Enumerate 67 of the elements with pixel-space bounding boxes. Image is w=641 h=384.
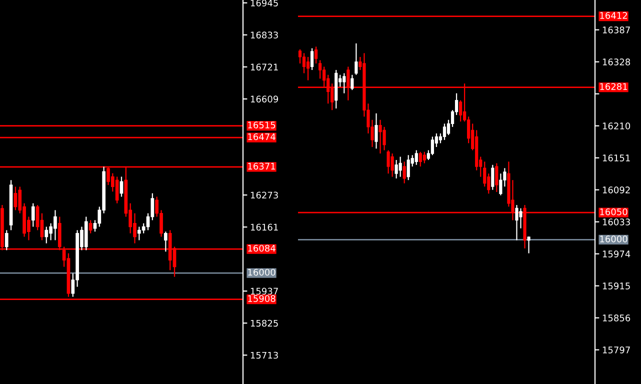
ref-line-label: 16515 <box>248 122 276 128</box>
y-tick-label: 16161 <box>250 224 278 231</box>
ref-line-label: 16000 <box>248 268 276 276</box>
candlestick <box>14 186 18 211</box>
y-tick-label: 15915 <box>602 282 630 290</box>
ref-line-label: 15908 <box>248 295 276 302</box>
y-tick-label: 15797 <box>602 346 630 354</box>
ref-line-label: 16371 <box>248 162 276 170</box>
candlestick <box>314 46 318 64</box>
ref-line-label: 16000 <box>600 236 628 242</box>
candlestick <box>350 74 354 91</box>
y-tick-label: 15825 <box>250 320 278 327</box>
candlestick <box>306 56 310 81</box>
candlestick <box>491 164 494 190</box>
y-tick-label: 16092 <box>602 186 630 194</box>
y-tick-label: 16033 <box>602 218 630 226</box>
candlestick <box>120 176 124 198</box>
candlestick <box>458 100 462 122</box>
y-tick-label: 15856 <box>602 314 630 322</box>
candlestick <box>342 72 346 94</box>
candlestick <box>378 119 382 154</box>
candlestick <box>418 151 422 168</box>
candlestick <box>88 220 92 234</box>
candlestick <box>430 136 434 156</box>
candlestick <box>310 48 314 71</box>
candlestick <box>44 226 48 244</box>
y-tick-label: 15937 <box>250 288 278 295</box>
candlestick <box>354 42 358 76</box>
y-tick-label: 16273 <box>250 192 278 199</box>
y-tick-label: 16151 <box>602 154 630 162</box>
candlestick <box>164 231 168 252</box>
candlestick <box>442 123 446 140</box>
candlestick <box>390 152 394 178</box>
y-tick-label: 15974 <box>602 250 630 258</box>
candlestick <box>4 230 8 251</box>
candlestick <box>318 60 322 80</box>
candlestick <box>398 156 402 178</box>
y-tick-label: 16210 <box>602 122 630 130</box>
y-tick-label: 16609 <box>250 96 278 102</box>
ref-line-label: 16474 <box>248 133 276 140</box>
candlestick <box>298 48 302 64</box>
candlestick <box>499 173 502 196</box>
candlestick <box>515 204 518 241</box>
y-tick-label: 16387 <box>602 26 630 34</box>
ref-line-label: 16084 <box>248 244 276 252</box>
candlestick <box>495 162 498 193</box>
candlestick <box>302 52 306 74</box>
candlestick <box>386 150 390 174</box>
y-tick-label: 15713 <box>250 352 278 359</box>
candlestick <box>519 208 522 229</box>
candlestick <box>115 176 119 204</box>
ref-line-label: 16050 <box>600 208 628 216</box>
candlestick <box>31 202 35 228</box>
y-tick-label: 16945 <box>250 0 278 6</box>
candlestick <box>527 236 530 254</box>
candlestick <box>374 112 378 150</box>
candlestick <box>414 150 418 166</box>
candlestick <box>422 151 426 164</box>
y-tick-label: 16328 <box>602 58 630 66</box>
y-tick-label: 16833 <box>250 32 278 38</box>
candlestick <box>483 161 486 188</box>
ref-line-label: 16281 <box>600 83 628 90</box>
y-tick-label: 16721 <box>250 64 278 70</box>
candlestick <box>406 154 410 181</box>
ref-line-label: 16412 <box>600 12 627 19</box>
candlestick <box>402 161 406 184</box>
candlestick <box>394 159 398 179</box>
